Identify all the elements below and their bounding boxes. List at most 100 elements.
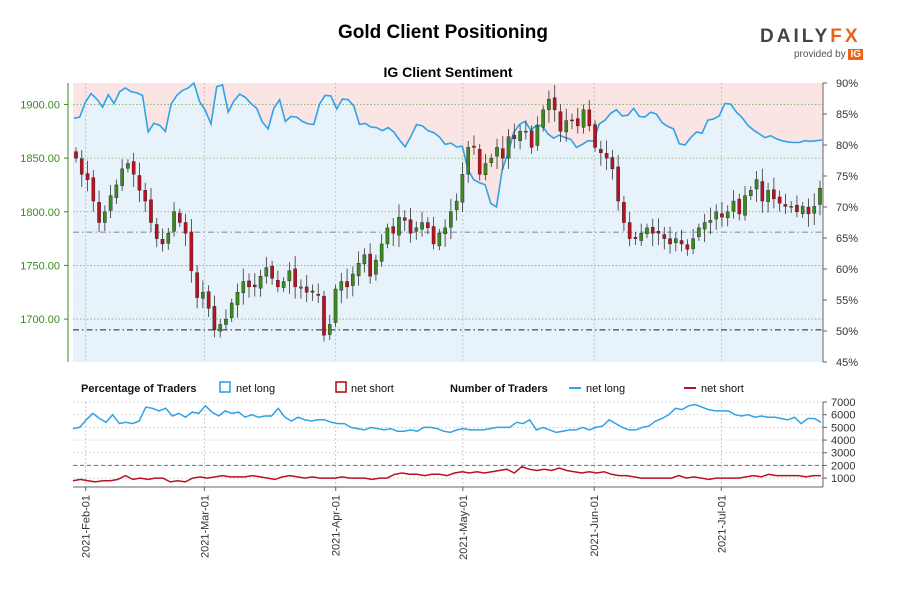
candle-down [616,166,620,202]
candle-up [287,270,292,282]
candlestick-series [74,84,822,342]
brand-fx: FX [830,26,861,47]
candle-down [137,175,142,191]
candle-up [172,211,176,232]
candle-up [466,147,470,175]
candle-down [500,148,505,159]
candle-up [766,190,770,202]
net-short-count-line [72,465,821,483]
count-tick-label: 4000 [831,435,855,447]
candle-down [512,135,517,139]
candle-up [299,286,303,289]
candle-down [587,109,592,127]
candle-down [97,202,101,223]
price-tick-label: 1750.00 [20,260,60,272]
candle-down [558,111,563,132]
legend-long-square [219,381,231,393]
candle-up [414,227,419,232]
candle-up [103,211,107,223]
candle-down [270,266,274,279]
candle-up [362,254,367,265]
candle-up [281,281,286,288]
candle-up [518,131,522,141]
candle-up [743,195,747,216]
pct-tick-label: 85% [836,109,858,121]
candle-down [610,157,615,170]
chart-subtitle: IG Client Sentiment [383,64,513,80]
candle-up [126,163,130,169]
candle-up [229,302,234,318]
candle-down [593,124,597,148]
candle-down [252,284,257,288]
candle-down [679,240,684,245]
candle-down [795,204,799,212]
ig-logo: IG [848,49,864,60]
candle-up [454,200,459,211]
candle-down [650,227,655,234]
candle-up [697,227,701,237]
net-long-pct-line [73,81,823,209]
candle-down [783,204,788,207]
candle-up [327,324,332,335]
candle-down [529,130,534,148]
candle-down [206,291,211,309]
price-tick-label: 1850.00 [20,153,60,165]
pct-tick-label: 60% [836,264,858,276]
candle-down [91,177,96,202]
price-tick-label: 1800.00 [20,207,60,219]
candle-down [149,199,153,223]
candle-down [633,237,638,239]
dailyfx-logo: DAILYFX provided by IG [760,26,870,60]
candle-down [668,238,672,245]
count-tick-label: 6000 [831,410,855,422]
candle-up [449,211,453,228]
candle-down [178,212,182,223]
candle-up [495,147,499,157]
brand-daily: DAILY [760,26,831,47]
count-tick-label: 5000 [831,422,855,434]
legend: Percentage of Traders net long net short… [81,381,744,395]
count-tick-label: 3000 [831,448,855,460]
candle-down [806,206,811,215]
candle-down [189,231,194,271]
net-long-count-line [72,403,822,434]
candle-up [754,179,759,190]
x-tick-label: 2021-Jun-01 [589,495,601,557]
candle-up [339,281,344,291]
candle-down [685,244,690,250]
candle-down [772,189,776,200]
candle-down [570,119,574,122]
candle-down [604,153,609,159]
x-tick-label: 2021-Mar-01 [199,495,211,558]
candle-down [431,226,436,245]
candle-down [472,145,476,148]
candle-down [391,226,396,234]
candle-down [85,173,90,180]
candle-up [818,187,822,205]
candle-up [264,267,269,277]
candle-down [627,222,632,239]
candle-down [304,286,309,293]
candle-up [581,109,586,128]
legend-short-square [335,381,347,393]
candle-down [402,217,407,221]
candle-down [74,151,78,159]
candle-down [720,213,724,218]
candle-up [258,275,263,289]
trader-count-series [72,403,822,483]
candle-up [714,211,718,220]
legend-num-short-label: net short [701,383,744,395]
candle-up [385,227,390,245]
candle-up [645,227,649,235]
candle-up [120,168,124,186]
candle-down [160,239,165,245]
candle-down [599,149,603,153]
net-long-percentage-series [73,81,823,209]
candle-down [662,234,667,239]
candle-up [443,227,447,235]
candle-up [218,324,222,332]
candle-up [524,131,528,133]
candle-up [241,281,246,294]
